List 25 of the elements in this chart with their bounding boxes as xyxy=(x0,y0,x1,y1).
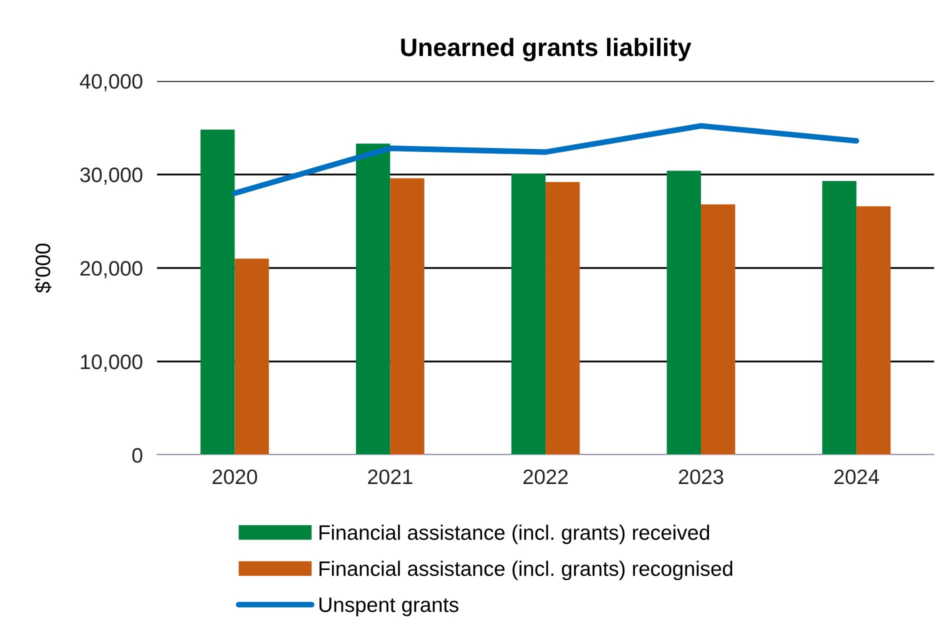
y-tick-label: 10,000 xyxy=(80,354,142,372)
x-tick-label: 2023 xyxy=(678,469,724,484)
y-tick-label: 20,000 xyxy=(80,261,142,278)
legend-label: Financial assistance (incl. grants) recognised xyxy=(320,560,732,580)
x-tick-label: 2021 xyxy=(368,469,412,484)
chart-title: Unearned grants liability xyxy=(401,38,692,62)
x-tick-label: 2020 xyxy=(212,469,258,484)
bar xyxy=(856,206,891,455)
y-tick-label: 30,000 xyxy=(80,168,142,185)
bar xyxy=(666,170,701,455)
x-tick-label: 2022 xyxy=(523,469,568,484)
bar xyxy=(700,204,736,455)
legend-label: Unspent grants xyxy=(319,598,458,616)
bar xyxy=(546,182,580,455)
bar xyxy=(200,130,235,455)
bar xyxy=(390,178,424,455)
y-axis-title: $'000 xyxy=(34,244,52,293)
legend-label: Financial assistance (incl. grants) received xyxy=(320,524,710,544)
bar xyxy=(822,181,856,455)
y-tick-label: 40,000 xyxy=(80,74,142,92)
bar xyxy=(356,144,390,455)
bar xyxy=(234,258,269,455)
y-tick-label: 0 xyxy=(132,448,142,463)
bar xyxy=(511,174,546,455)
x-tick-label: 2024 xyxy=(834,469,879,484)
